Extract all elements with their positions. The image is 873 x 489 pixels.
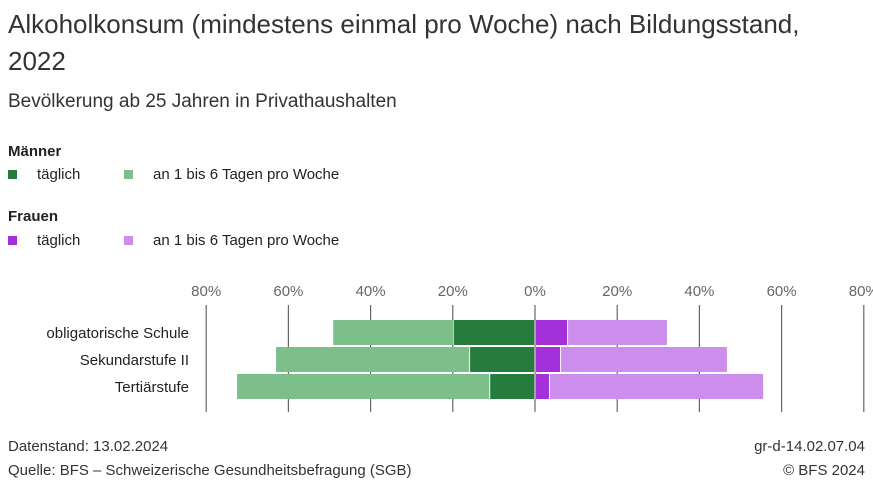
bar-men-weekly xyxy=(237,374,490,399)
legend-men-title: Männer xyxy=(8,143,62,160)
tick-label: 80% xyxy=(191,283,221,300)
chart-subtitle: Bevölkerung ab 25 Jahren in Privathausha… xyxy=(8,91,397,112)
bar-women-weekly xyxy=(561,347,727,372)
legend-women-daily: täglich xyxy=(8,232,80,249)
tick-label: 0% xyxy=(524,283,546,300)
category-label: Sekundarstufe II xyxy=(80,352,189,369)
tick-label: 80% xyxy=(849,283,873,300)
bar-men-daily xyxy=(490,374,534,399)
bar-women-weekly xyxy=(549,374,764,399)
footer-code: gr-d-14.02.07.04 xyxy=(754,438,865,455)
footer-date: Datenstand: 13.02.2024 xyxy=(8,438,169,455)
swatch-icon xyxy=(124,236,133,245)
bar-men-weekly xyxy=(333,320,454,345)
legend-label: an 1 bis 6 Tagen pro Woche xyxy=(153,232,340,249)
category-label: obligatorische Schule xyxy=(46,325,189,342)
tick-label: 40% xyxy=(356,283,386,300)
bar-women-daily xyxy=(536,347,561,372)
tick-label: 40% xyxy=(684,283,714,300)
legend-label: täglich xyxy=(37,166,81,183)
tick-label: 20% xyxy=(602,283,632,300)
bar-women-daily xyxy=(536,374,549,399)
bar-men-daily xyxy=(454,320,534,345)
bar-women-daily xyxy=(536,320,568,345)
swatch-icon xyxy=(124,170,133,179)
legend-men-daily: täglich xyxy=(8,166,80,183)
swatch-icon xyxy=(8,170,17,179)
legend-label: täglich xyxy=(37,232,81,249)
bar-women-weekly xyxy=(568,320,667,345)
bar-men-daily xyxy=(470,347,534,372)
tick-label: 60% xyxy=(767,283,797,300)
legend-men-weekly: an 1 bis 6 Tagen pro Woche xyxy=(124,166,339,183)
legend-women-title: Frauen xyxy=(8,208,59,225)
swatch-icon xyxy=(8,236,17,245)
footer-source: Quelle: BFS – Schweizerische Gesundheits… xyxy=(8,462,412,479)
tick-label: 60% xyxy=(273,283,303,300)
legend-label: an 1 bis 6 Tagen pro Woche xyxy=(153,166,340,183)
chart-title: Alkoholkonsum (mindestens einmal pro Woc… xyxy=(8,9,800,76)
tick-label: 20% xyxy=(438,283,468,300)
footer-copyright: © BFS 2024 xyxy=(783,462,865,479)
category-label: Tertiärstufe xyxy=(115,379,189,396)
bar-men-weekly xyxy=(276,347,470,372)
legend-women-weekly: an 1 bis 6 Tagen pro Woche xyxy=(124,232,339,249)
